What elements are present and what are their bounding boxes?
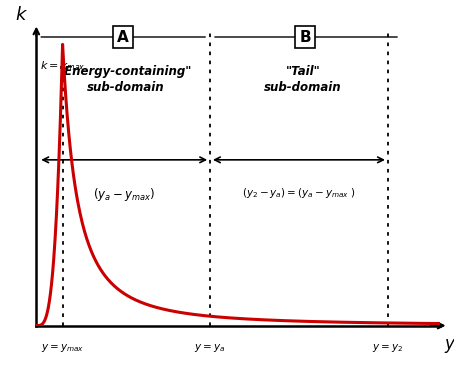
Text: $y = y_{max}$: $y = y_{max}$ [41, 342, 84, 354]
Text: B: B [299, 30, 311, 44]
Text: "Energy-containing"
sub-domain: "Energy-containing" sub-domain [59, 65, 192, 94]
Text: $y$: $y$ [444, 337, 454, 356]
Text: $(y_a - y_{max})$: $(y_a - y_{max})$ [93, 186, 155, 204]
Text: "Tail"
sub-domain: "Tail" sub-domain [264, 65, 342, 94]
Text: $k$: $k$ [15, 6, 28, 24]
Text: $y=y_2$: $y=y_2$ [372, 342, 404, 354]
Text: $(y_2 - y_a)=(y_a - y_{max}\ )$: $(y_2 - y_a)=(y_a - y_{max}\ )$ [242, 186, 356, 201]
Text: $k = k_{max}$: $k = k_{max}$ [40, 59, 86, 73]
Text: A: A [117, 30, 129, 44]
Text: $y = y_a$: $y = y_a$ [194, 342, 226, 354]
